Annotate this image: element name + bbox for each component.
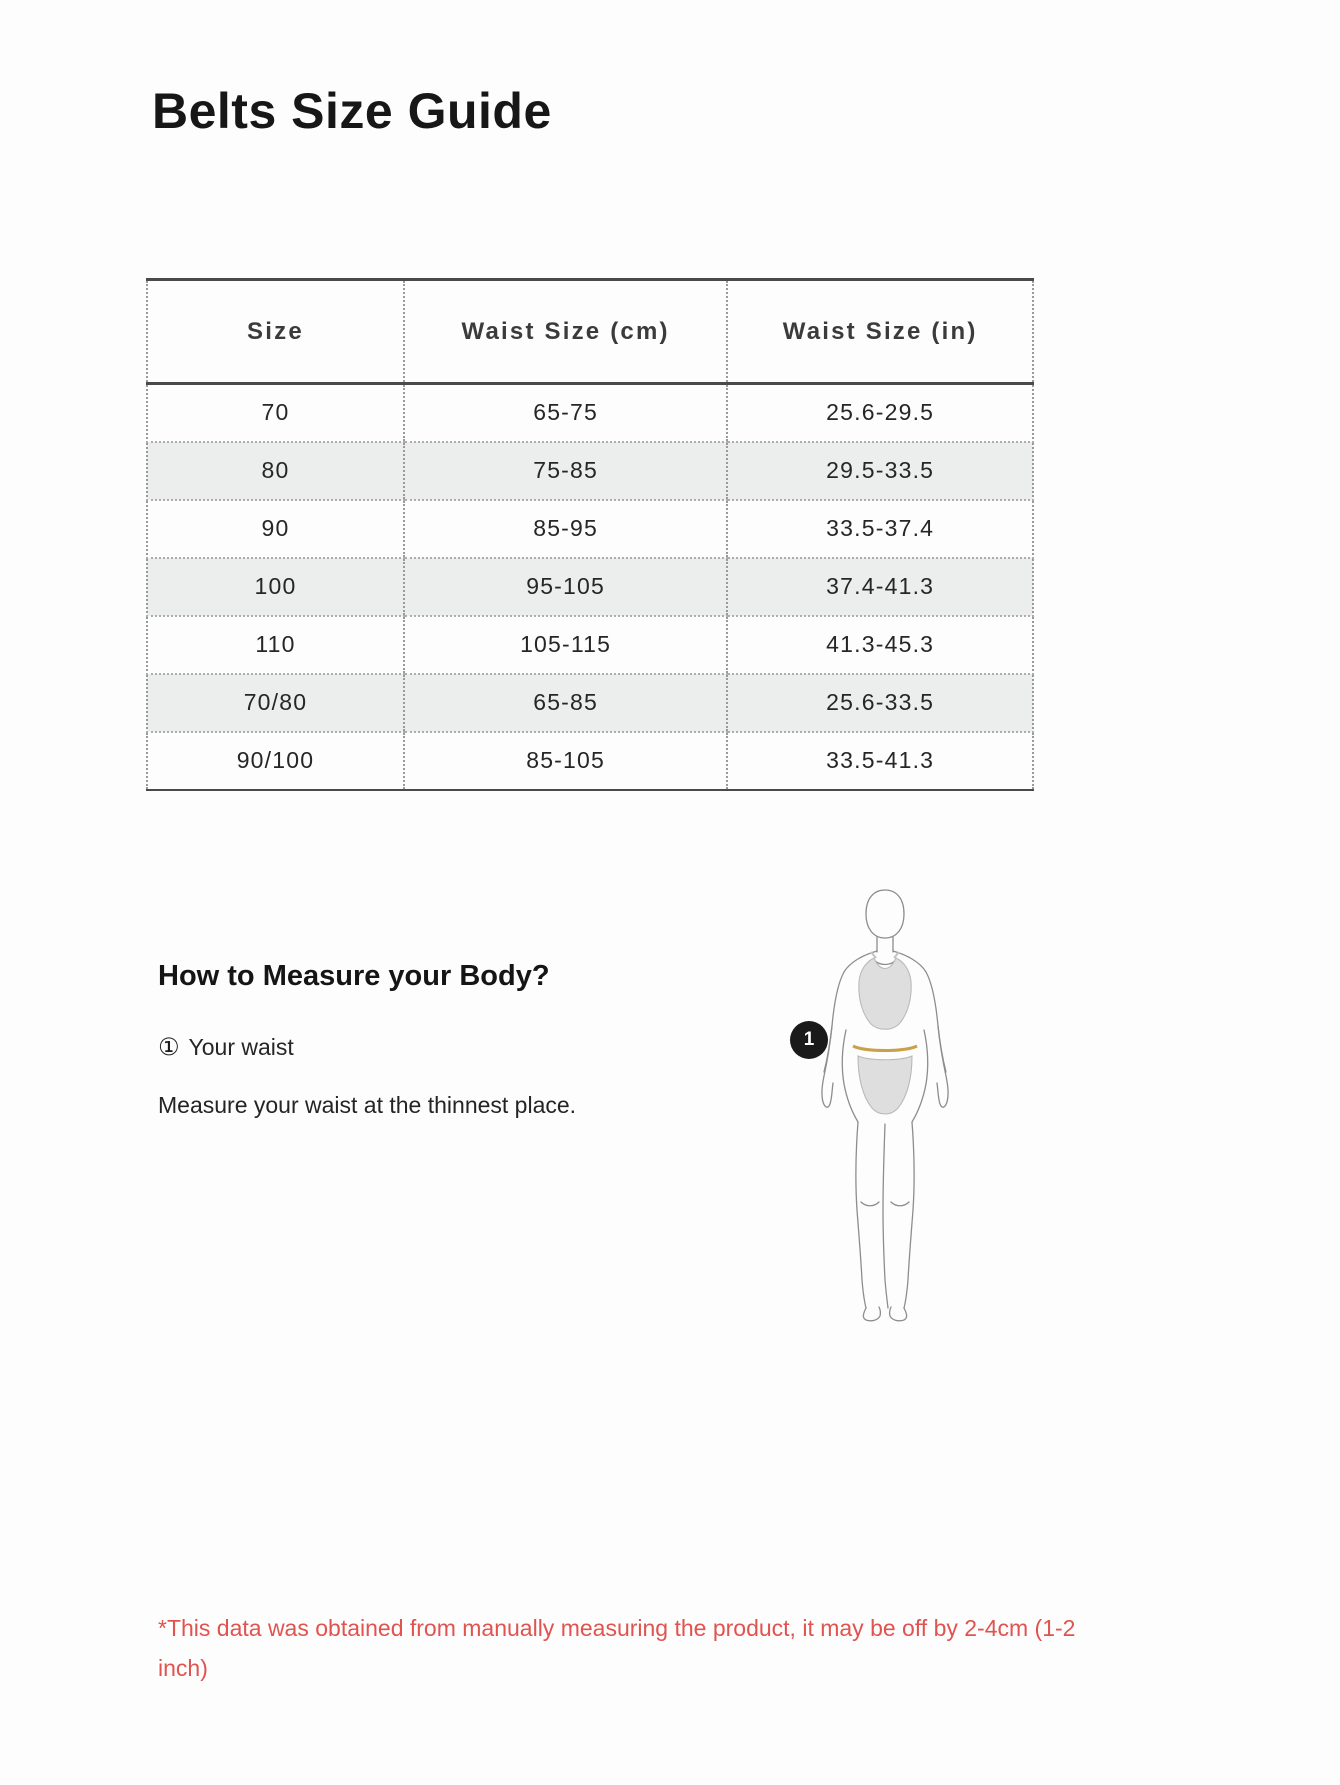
cell-size: 90: [146, 499, 404, 559]
table-header-row: Size Waist Size (cm) Waist Size (in): [146, 278, 1034, 385]
cell-waist-in: 33.5-37.4: [726, 499, 1034, 559]
measure-item-label: Your waist: [188, 1034, 294, 1060]
cell-waist-in: 37.4-41.3: [726, 557, 1034, 617]
column-header-size: Size: [146, 278, 404, 385]
female-body-outline-icon: [821, 889, 949, 1322]
figure-top-garment: [858, 957, 912, 1030]
circled-one-icon: ①: [158, 1033, 180, 1061]
cell-size: 90/100: [146, 731, 404, 791]
cell-size: 70: [146, 383, 404, 443]
table-row: 70/80 65-85 25.6-33.5: [146, 673, 1034, 733]
table-row: 100 95-105 37.4-41.3: [146, 557, 1034, 617]
table-row: 90 85-95 33.5-37.4: [146, 499, 1034, 559]
cell-waist-in: 41.3-45.3: [726, 615, 1034, 675]
figure-marker-badge-1: 1: [790, 1021, 828, 1059]
cell-size: 100: [146, 557, 404, 617]
cell-waist-cm: 95-105: [402, 557, 728, 617]
cell-waist-cm: 65-75: [402, 383, 728, 443]
measure-description: Measure your waist at the thinnest place…: [158, 1092, 577, 1118]
how-to-measure-heading: How to Measure your Body?: [158, 960, 550, 992]
body-figure-illustration: [770, 880, 1000, 1330]
cell-waist-cm: 85-95: [402, 499, 728, 559]
waist-measure-line: [852, 1044, 918, 1052]
column-header-waist-in: Waist Size (in): [726, 278, 1034, 385]
table-row: 80 75-85 29.5-33.5: [146, 441, 1034, 501]
page-title: Belts Size Guide: [152, 83, 552, 139]
cell-waist-in: 25.6-29.5: [726, 383, 1034, 443]
cell-waist-in: 29.5-33.5: [726, 441, 1034, 501]
table-row: 70 65-75 25.6-29.5: [146, 383, 1034, 443]
cell-size: 80: [146, 441, 404, 501]
size-table-container: Size Waist Size (cm) Waist Size (in) 70 …: [146, 278, 1034, 791]
table-row: 110 105-115 41.3-45.3: [146, 615, 1034, 675]
disclaimer-note: *This data was obtained from manually me…: [158, 1615, 1076, 1682]
cell-waist-cm: 65-85: [402, 673, 728, 733]
size-table: Size Waist Size (cm) Waist Size (in) 70 …: [146, 278, 1034, 791]
column-header-waist-cm: Waist Size (cm): [402, 278, 728, 385]
measure-item-waist: ① Your waist: [158, 1034, 294, 1061]
cell-waist-cm: 105-115: [402, 615, 728, 675]
figure-bottom-garment: [857, 1055, 913, 1115]
cell-size: 110: [146, 615, 404, 675]
cell-waist-cm: 75-85: [402, 441, 728, 501]
cell-waist-in: 33.5-41.3: [726, 731, 1034, 791]
cell-waist-in: 25.6-33.5: [726, 673, 1034, 733]
cell-waist-cm: 85-105: [402, 731, 728, 791]
cell-size: 70/80: [146, 673, 404, 733]
table-row: 90/100 85-105 33.5-41.3: [146, 731, 1034, 791]
